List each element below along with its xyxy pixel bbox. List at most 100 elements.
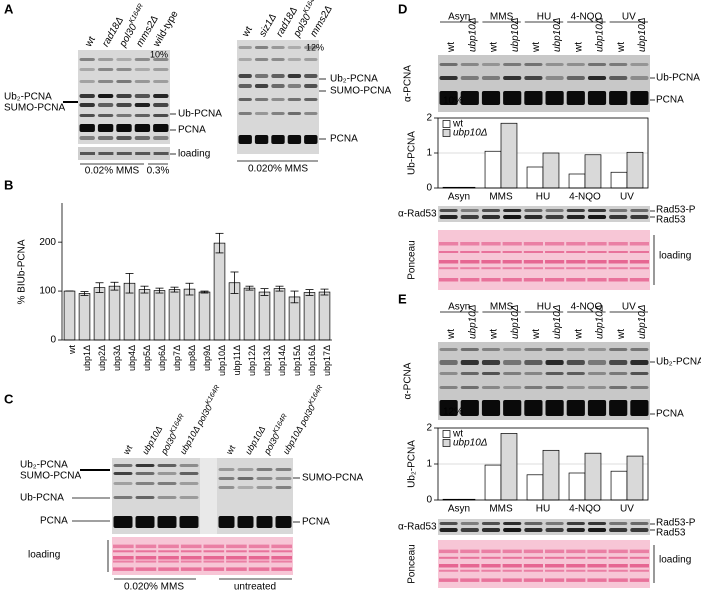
blot-band [439,348,458,351]
label-superscript: K164R [302,0,319,15]
band-label: Ub-PCNA [178,109,222,120]
blot-band [256,486,273,489]
bar [626,455,644,501]
condition-header: 4-NQO [571,12,603,23]
condition-label: 0.020% MMS [124,582,184,592]
blot-band [481,76,501,80]
blot-band [524,348,543,351]
ponceau-band [587,569,607,572]
blot-band [287,58,302,61]
lane-label: wt [616,42,627,53]
ponceau-band [523,556,543,559]
blot-band [460,348,479,351]
blot-band [481,91,501,105]
bar [484,464,502,501]
blot-label: α-Rad53 [398,209,437,220]
ponceau-band [203,544,225,549]
error-bar [140,285,149,294]
blot-band [237,516,254,528]
ponceau-band [587,578,607,582]
blot-band [271,84,285,88]
bar [288,296,301,341]
blot-band [566,91,585,105]
blot-band [545,91,564,105]
band-label: Ub₂-PCNA [656,357,701,368]
blot-band [524,528,543,532]
band-label: Ub-PCNA [20,493,64,504]
x-tick-label: ubp3Δ [112,345,122,371]
ponceau-band [158,550,179,553]
bar [610,470,628,501]
blot-band [566,63,585,66]
blot-band [134,124,151,132]
blot-band [524,215,543,219]
blot-band [545,348,564,351]
blot-band [545,372,564,375]
bar [93,287,106,341]
ponceau-band [481,260,501,264]
ponceau-band [460,569,480,572]
plot-frame [437,427,649,501]
ponceau-band [203,556,225,560]
lane-label: ubp10Δ [637,17,648,52]
blot-band [481,386,501,389]
ponceau-band [629,278,649,282]
ponceau-band [271,567,292,571]
blot-band [113,464,133,467]
blot-gap [200,458,217,534]
ponceau-band [439,267,459,270]
blot-band [439,386,458,389]
blot-band [439,76,458,80]
ponceau-band [439,564,459,568]
blot-band [218,516,235,528]
lane-label: ubp10Δ [637,304,648,339]
ponceau-band [629,556,649,559]
ponceau-band [481,267,501,270]
legend-swatch [442,120,451,128]
blot-band [179,472,199,475]
band-label: loading [28,550,60,561]
blot-label: Ponceau [407,240,418,279]
error-bar [290,290,299,304]
blot-band [153,58,169,61]
blot-band [609,91,628,105]
x-tick-label: Asyn [448,504,470,515]
blot-band [545,209,564,212]
ponceau-band [608,242,628,246]
blot-band [113,496,133,499]
ponceau-band [587,278,607,282]
blot-band [481,209,501,212]
blot-band [630,209,649,212]
x-tick-label: ubp1Δ [82,345,92,371]
blot-band [503,386,522,389]
percent-label: 12% [306,42,324,52]
blot-band [609,360,628,365]
blot-band [116,94,132,98]
blot-band [545,76,564,80]
blot-band [439,528,458,532]
error-bar [200,290,209,294]
lane-label: ubp10Δ [595,17,606,52]
blot-band [587,63,607,66]
bar [138,289,151,341]
blot-band [116,136,132,140]
ponceau-band [460,260,480,264]
band-label: SUMO-PCNA [4,103,65,114]
ponceau-band [587,549,607,554]
blot-band [609,400,628,416]
y-tick-label: 0 [426,495,432,506]
blot-band [609,522,628,525]
bar [584,154,602,189]
bar [273,288,286,341]
blot-band [134,80,151,83]
lane-label: ubp10Δ [467,17,478,52]
blot-band [97,114,114,117]
lane-label: ubp10Δ pol30K164R [280,384,328,456]
blot-band [113,472,133,475]
blot-band [275,468,292,471]
blot-band [630,76,649,80]
blot-band [153,103,169,107]
bar [626,151,644,189]
ponceau-band [180,567,202,571]
ponceau-band [566,260,586,264]
